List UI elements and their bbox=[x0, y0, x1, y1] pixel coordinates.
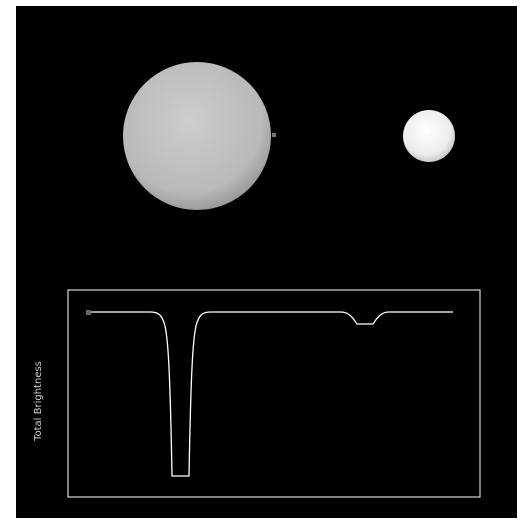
small-star[interactable] bbox=[403, 110, 455, 162]
light-curve-line bbox=[91, 311, 453, 477]
simulation-svg: Total Brightness bbox=[33, 62, 481, 498]
simulation-canvas: Total Brightness bbox=[16, 6, 517, 518]
light-curve-frame bbox=[67, 289, 481, 498]
light-curve-start-marker bbox=[86, 310, 91, 315]
large-star-marker bbox=[272, 133, 276, 137]
large-star[interactable] bbox=[123, 62, 271, 210]
brightness-axis-label: Total Brightness bbox=[33, 361, 44, 442]
